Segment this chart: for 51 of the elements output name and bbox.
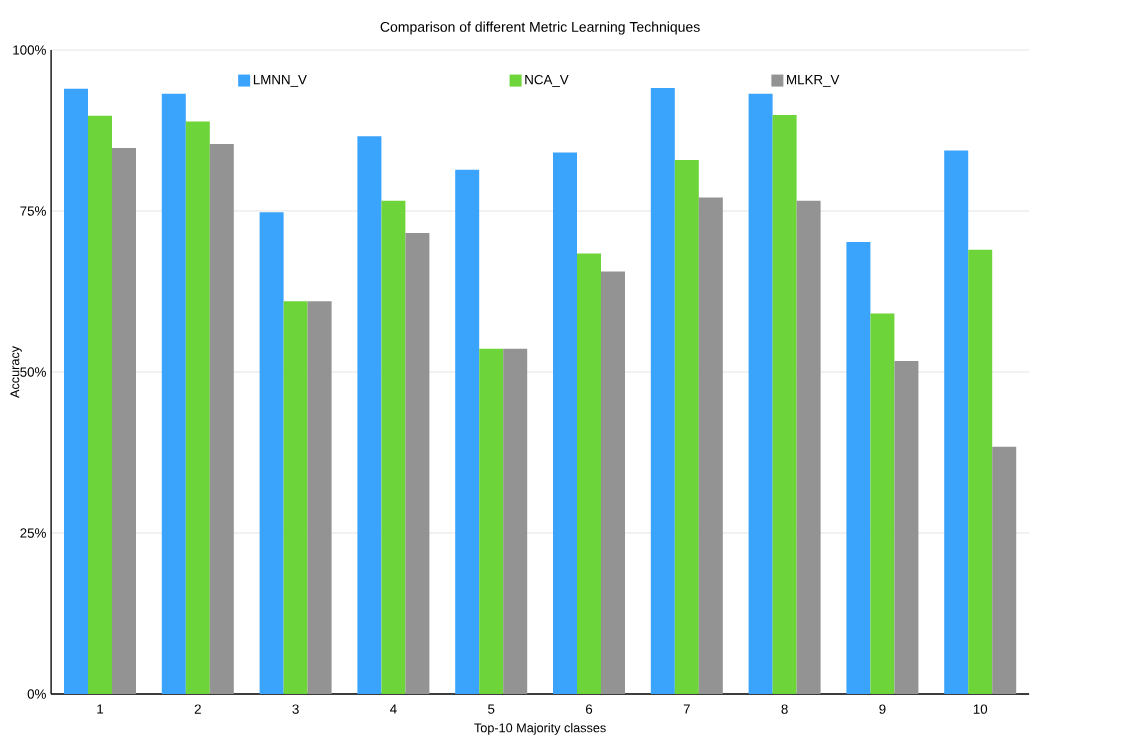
bar (283, 301, 308, 694)
bar (185, 121, 210, 694)
bar (992, 446, 1017, 694)
bar (209, 144, 234, 694)
bar (944, 150, 969, 694)
bar (846, 241, 871, 694)
x-tick-label: 5 (488, 704, 495, 714)
bar (674, 160, 699, 694)
y-axis-title: Accuracy (10, 345, 22, 399)
bar (870, 313, 895, 694)
x-tick-label: 6 (585, 704, 593, 714)
bar (553, 152, 578, 694)
legend-label: LMNN_V (253, 74, 307, 87)
bar (479, 348, 504, 694)
x-tick-label: 1 (97, 704, 104, 714)
bar (112, 147, 136, 694)
bar (772, 115, 797, 694)
bar (577, 253, 602, 694)
bar (968, 249, 993, 694)
bar (698, 197, 723, 694)
x-tick-label: 10 (973, 704, 988, 714)
x-axis-title: Top-10 Majority classes (474, 722, 606, 735)
x-tick-label: 3 (292, 704, 299, 714)
bar (455, 169, 480, 694)
bar (405, 232, 430, 694)
x-tick-label: 9 (879, 704, 886, 714)
bar (259, 212, 284, 694)
y-tick-label: 75% (20, 206, 46, 216)
x-tick-label: 2 (194, 704, 201, 714)
bar (601, 271, 626, 694)
bar (357, 136, 382, 694)
x-tick-label: 8 (781, 704, 788, 714)
x-tick-label: 4 (390, 704, 397, 714)
bar (796, 200, 821, 694)
y-tick-label: 100% (13, 45, 46, 55)
bar (650, 87, 675, 694)
x-tick-label: 7 (683, 704, 690, 714)
bar (894, 361, 919, 694)
legend-label: MLKR_V (787, 74, 840, 87)
bar (503, 348, 528, 694)
legend-label: NCA_V (525, 74, 569, 87)
bar (307, 301, 332, 694)
bar (88, 115, 112, 694)
y-tick-label: 25% (20, 528, 46, 538)
chart-title: Comparison of different Metric Learning Techniques (380, 21, 700, 35)
y-tick-label: 0% (27, 689, 46, 699)
bar (64, 88, 88, 694)
bar (748, 93, 773, 694)
bar (161, 93, 186, 694)
y-tick-label: 50% (20, 367, 46, 377)
bar (381, 200, 406, 694)
